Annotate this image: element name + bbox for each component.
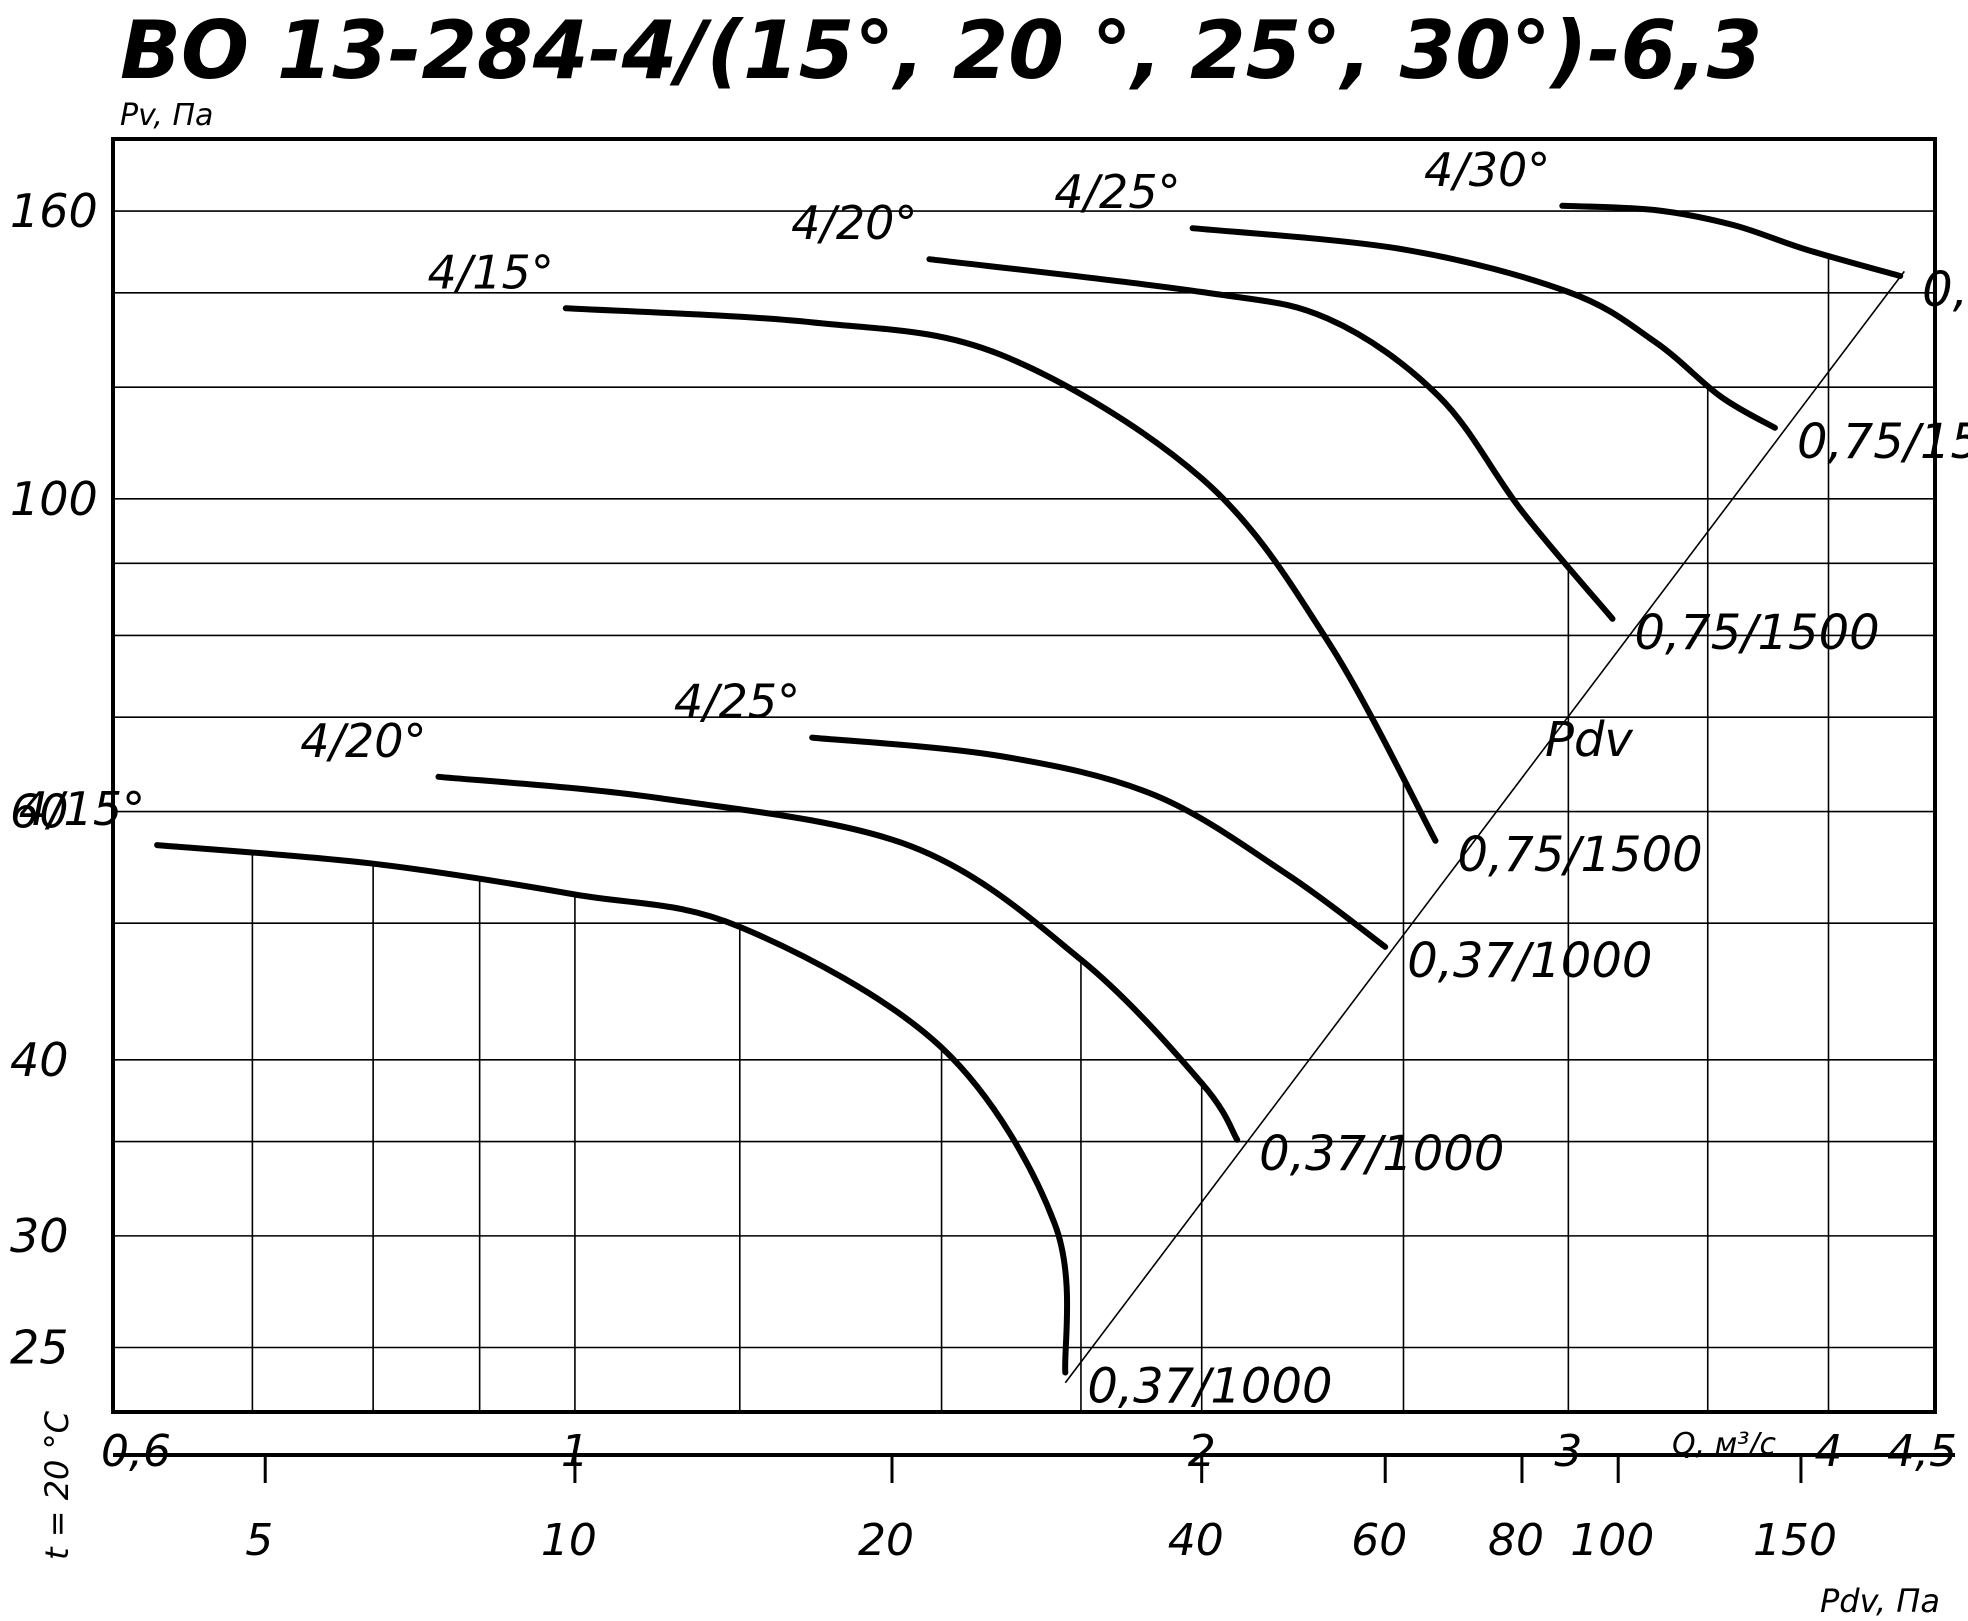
motor-label: 0,75/1500: [1457, 827, 1702, 883]
performance-curve: [809, 734, 1389, 950]
pdv-tick-label: 60: [1351, 1515, 1407, 1566]
motor-label: 0,75/1500: [1922, 262, 1968, 318]
performance-curve: [926, 256, 1616, 622]
pdv-tick-label: 150: [1753, 1515, 1837, 1566]
y-tick-label: 30: [10, 1209, 69, 1263]
pdv-tick-label: 5: [245, 1515, 273, 1566]
axis-and-curve-labels: 25 30 40 60 100 160 0,6 1 2 3 4 4,5 5 10 20 40 60 80 100 15…: [10, 143, 1968, 1566]
pdv-tick-label: 40: [1168, 1515, 1224, 1566]
grid-lines: [113, 210, 1935, 1412]
y-tick-label: 160: [10, 184, 98, 238]
motor-label: 0,75/1500: [1797, 414, 1968, 470]
x-tick-label: 4,5: [1887, 1426, 1957, 1477]
x-tick-label: 2: [1188, 1426, 1216, 1477]
performance-curve: [435, 773, 1241, 1143]
series-label: 4/30°: [1424, 143, 1550, 197]
series-label: 4/20°: [300, 714, 426, 768]
series-label: 4/20°: [791, 196, 917, 250]
pdv-tick-label: 10: [541, 1515, 597, 1566]
x-tick-label: 4: [1814, 1426, 1842, 1477]
pdv-line-label: Pdv: [1545, 712, 1633, 768]
motor-label: 0,37/1000: [1407, 933, 1652, 989]
performance-curve: [1189, 225, 1778, 431]
performance-curve: [562, 305, 1439, 844]
performance-curve: [1559, 202, 1904, 279]
series-label: 4/25°: [674, 675, 800, 729]
performance-curve: [154, 842, 1071, 1376]
y-axis-label: Pv, Па: [120, 98, 213, 133]
pdv-line: [1064, 270, 1905, 1384]
series-label: 4/25°: [1054, 165, 1180, 219]
x-tick-label: 3: [1554, 1426, 1582, 1477]
y-tick-label: 40: [10, 1033, 69, 1087]
pdv-tick-label: 100: [1570, 1515, 1654, 1566]
y-tick-label: 25: [10, 1321, 69, 1375]
temperature-label: t = 20 °С: [38, 1410, 76, 1560]
pdv-tick-label: 20: [858, 1515, 914, 1566]
pdv-axis-label: Pdv, Па: [1820, 1582, 1940, 1620]
performance-curves: [154, 202, 1905, 1384]
y-tick-label: 100: [10, 472, 98, 526]
plot-frame: [111, 137, 1937, 1414]
x-tick-label: 1: [561, 1426, 589, 1477]
chart-title: ВО 13-284-4/(15°, 20 °, 25°, 30°)-6,3: [120, 4, 1762, 97]
x-tick-label: 0,6: [101, 1426, 171, 1477]
y-tick-label: 60: [10, 785, 69, 839]
axes: [111, 137, 1955, 1483]
series-label: 4/15°: [19, 782, 145, 836]
pdv-tick-label: 80: [1488, 1515, 1544, 1566]
motor-label: 0,37/1000: [1087, 1358, 1332, 1414]
series-label: 4/15°: [428, 245, 554, 299]
motor-label: 0,37/1000: [1259, 1126, 1504, 1182]
motor-label: 0,75/1500: [1634, 605, 1879, 661]
